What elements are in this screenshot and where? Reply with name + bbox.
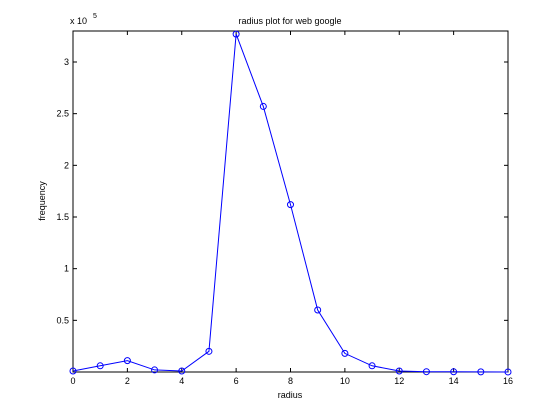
data-point <box>151 366 159 374</box>
x-tick-label: 2 <box>125 376 130 386</box>
x-ticks: 0 2 4 6 8 10 12 14 16 <box>70 31 513 386</box>
data-point <box>259 102 267 110</box>
x-tick-label: 0 <box>70 376 75 386</box>
data-point <box>368 362 376 370</box>
y-ticks: 0.5 1 1.5 2 2.5 3 <box>56 57 508 325</box>
data-point <box>287 201 294 209</box>
y-tick-label: 2 <box>64 160 69 170</box>
x-tick-label: 14 <box>449 376 459 386</box>
x-axis-label: radius <box>278 390 303 400</box>
y-multiplier-label: x 10 <box>70 16 87 26</box>
y-tick-label: 0.5 <box>56 315 69 325</box>
chart-title: radius plot for web google <box>238 16 341 26</box>
series-line <box>72 33 509 373</box>
x-tick-label: 6 <box>234 376 239 386</box>
data-point <box>450 368 458 376</box>
data-point <box>341 349 349 357</box>
y-tick-label: 3 <box>64 57 69 67</box>
series <box>69 30 512 376</box>
y-axis-label: frequency <box>37 181 47 221</box>
x-tick-label: 16 <box>503 376 513 386</box>
data-point <box>314 306 322 314</box>
data-point <box>477 368 485 376</box>
data-point <box>178 367 186 375</box>
x-tick-label: 12 <box>394 376 404 386</box>
y-tick-label: 1.5 <box>56 212 69 222</box>
y-tick-label: 1 <box>64 264 69 274</box>
x-tick-label: 10 <box>340 376 350 386</box>
x-tick-label: 8 <box>288 376 293 386</box>
y-tick-label: 2.5 <box>56 109 69 119</box>
x-tick-label: 4 <box>179 376 184 386</box>
data-point <box>395 367 403 375</box>
data-point <box>123 357 131 365</box>
data-point <box>232 30 240 38</box>
data-point <box>69 367 77 375</box>
data-point <box>205 347 213 355</box>
data-point <box>504 368 512 376</box>
data-point <box>96 362 104 370</box>
y-multiplier-exponent: 5 <box>93 13 97 20</box>
data-point <box>422 368 430 376</box>
